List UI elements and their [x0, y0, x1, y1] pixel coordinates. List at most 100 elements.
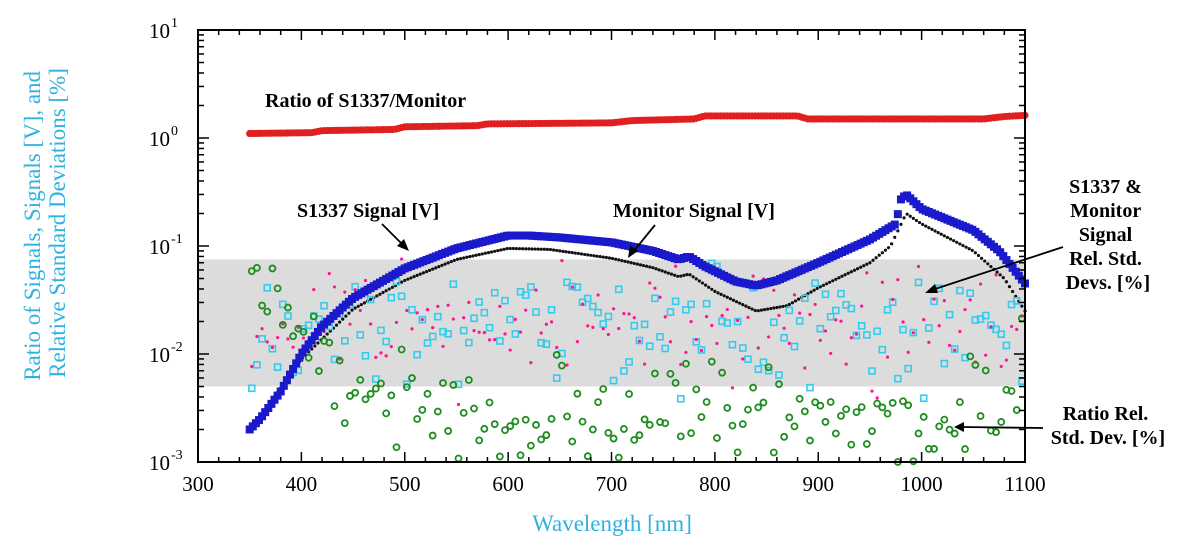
monitor-rsd-point	[501, 296, 509, 305]
monitor-signal-point	[617, 258, 621, 262]
monitor-rsd-point	[785, 306, 794, 315]
s1337-rsd-point	[849, 336, 853, 340]
monitor-rsd-point	[801, 294, 809, 303]
monitor-signal-point	[520, 247, 525, 251]
s1337-rsd-point	[922, 317, 926, 322]
monitor-rsd-point	[247, 384, 256, 393]
ratio-rsd-point	[258, 301, 266, 310]
monitor-rsd-point	[966, 289, 975, 298]
monitor-signal-point	[344, 314, 348, 318]
monitor-signal-point	[676, 274, 680, 278]
monitor-rsd-point	[873, 327, 881, 336]
monitor-rsd-point	[1012, 297, 1021, 305]
s1337-rsd-point	[384, 354, 388, 358]
x-tick-label: 800	[699, 472, 731, 496]
monitor-signal-point	[753, 308, 757, 313]
x-tick-label: 500	[389, 472, 421, 496]
s1337-rsd-point	[756, 346, 760, 350]
monitor-signal-point	[769, 306, 773, 311]
monitor-signal-point	[911, 216, 915, 220]
s1337-rsd-point	[327, 271, 331, 276]
ratio-rsd-point	[485, 398, 494, 407]
y-tick-label: 10	[149, 343, 170, 367]
monitor-signal-point	[552, 248, 556, 252]
ratio-rsd-point	[1007, 387, 1016, 395]
monitor-signal-point	[359, 302, 363, 307]
monitor-rsd-point	[532, 308, 540, 316]
rsd-annotation-line-2: Monitor	[1070, 200, 1141, 222]
s1337-rsd-point	[679, 362, 683, 367]
s1337-rsd-point	[601, 327, 605, 331]
ratio-rsd-point	[919, 413, 928, 421]
monitor-rsd-point	[527, 283, 535, 291]
monitor-signal-point	[669, 272, 674, 276]
monitor-signal-point	[511, 246, 515, 251]
ratio-rsd-point	[413, 415, 422, 423]
ratio-rsd-point	[904, 401, 913, 410]
monitor-signal-point	[620, 259, 624, 263]
s1337-rsd-point	[937, 324, 941, 328]
monitor-signal-point	[924, 224, 928, 228]
monitor-signal-point	[989, 264, 993, 269]
ratio-rsd-point	[470, 404, 478, 413]
monitor-signal-point	[700, 281, 705, 285]
monitor-signal-point	[831, 279, 835, 283]
monitor-signal-point	[431, 267, 435, 271]
monitor-rsd-point	[950, 345, 959, 353]
monitor-signal-point	[672, 273, 677, 277]
monitor-signal-point	[815, 286, 819, 291]
s1337-rsd-point	[720, 314, 724, 318]
monitor-signal-point	[353, 306, 357, 310]
y-tick-exponent: -3	[171, 448, 183, 463]
monitor-rsd-point	[904, 364, 912, 373]
monitor-signal-point	[685, 272, 689, 277]
monitor-signal-point	[629, 261, 633, 265]
monitor-rsd-point	[459, 326, 468, 335]
monitor-signal-point	[775, 305, 779, 310]
s1337-rsd-point	[689, 320, 693, 324]
s1337-rsd-point	[953, 348, 957, 352]
monitor-signal-point	[703, 283, 708, 287]
s1337-rsd-point	[1015, 327, 1019, 331]
ratio-rsd-point	[480, 424, 489, 433]
ratio-rsd-point	[914, 429, 923, 438]
ratio-rsd-annotation-line-2: Std. Dev. [%]	[1051, 427, 1165, 449]
s1337-rsd-point	[906, 350, 910, 354]
monitor-rsd-point	[382, 337, 390, 346]
ratio-rsd-point	[351, 388, 360, 397]
s1337-signal-point	[276, 387, 285, 396]
monitor-signal-point	[645, 264, 649, 268]
ratio-rsd-point	[702, 398, 711, 406]
monitor-rsd-point	[511, 330, 520, 338]
axis-ticks	[197, 29, 1026, 463]
monitor-signal-point	[728, 297, 732, 301]
monitor-signal-point	[896, 229, 900, 233]
monitor-signal-point	[716, 291, 720, 295]
s1337-rsd-point	[291, 345, 295, 349]
monitor-rsd-point	[728, 340, 737, 349]
monitor-rsd-point	[284, 312, 292, 320]
monitor-rsd-series	[247, 259, 1026, 403]
ratio-rsd-point	[883, 409, 892, 418]
monitor-signal-point	[648, 265, 652, 269]
s1337-rsd-point	[560, 259, 564, 263]
ratio-rsd-point	[682, 359, 690, 368]
ratio-rsd-point	[547, 414, 556, 423]
s1337-rsd-point	[885, 355, 890, 359]
s1337-rsd-point	[580, 302, 585, 306]
ratio-rsd-point	[594, 398, 602, 407]
s1337-rsd-point	[963, 307, 967, 312]
ratio-rsd-point	[614, 453, 623, 462]
monitor-signal-point	[824, 282, 829, 286]
x-tick-labels: 300 400 500 600 700 800 900 1000 1100	[182, 472, 1045, 496]
monitor-rsd-point	[630, 321, 639, 330]
monitor-rsd-point	[635, 336, 644, 345]
s1337-signal-point	[282, 376, 291, 385]
monitor-signal-point	[905, 212, 909, 216]
ratio-rsd-point	[780, 432, 789, 441]
monitor-rsd-point	[837, 289, 845, 298]
s1337-signal-point	[261, 408, 270, 417]
monitor-signal-point	[834, 277, 838, 281]
s1337-rsd-point	[353, 288, 357, 292]
